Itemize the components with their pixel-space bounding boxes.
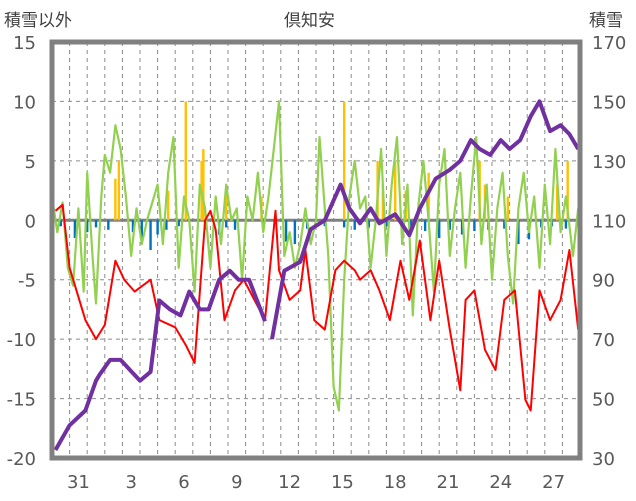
sunshine-bar [140, 220, 143, 242]
y-tick-label: 0 [25, 211, 36, 232]
y-tick-label: -15 [7, 390, 36, 411]
precip-bar [427, 172, 430, 221]
sunshine-bar [409, 220, 413, 229]
y-tick-label: 10 [13, 92, 36, 113]
precip-bar [566, 160, 569, 221]
precip-bar [202, 148, 205, 221]
y2-tick-label: 170 [592, 33, 626, 54]
x-tick-label: 18 [384, 472, 407, 493]
x-tick-label: 9 [231, 472, 242, 493]
sunshine-bar [460, 220, 464, 235]
x-tick-label: 21 [437, 472, 460, 493]
y2-tick-label: 70 [592, 330, 615, 351]
y2-tick-label: 30 [592, 449, 615, 470]
y2-tick-label: 110 [592, 211, 626, 232]
x-tick-label: 15 [331, 472, 354, 493]
x-tick-label: 27 [542, 472, 565, 493]
sunshine-bar [177, 220, 180, 227]
y2-tick-label: 50 [592, 390, 615, 411]
sunshine-bar [149, 220, 152, 250]
x-tick-label: 24 [489, 472, 512, 493]
left-axis-title: 積雪以外 [4, 11, 72, 31]
sunshine-bar [107, 220, 110, 230]
y-tick-label: -5 [18, 271, 36, 292]
sunshine-bar [233, 220, 237, 230]
precip-bar [225, 184, 228, 221]
sunshine-bar [59, 220, 62, 227]
x-tick-label: 3 [125, 472, 136, 493]
sunshine-bar [423, 220, 427, 231]
sunshine-bar [473, 220, 476, 231]
sunshine-bar [165, 220, 168, 230]
precip-bar [506, 196, 510, 221]
y2-tick-label: 150 [592, 92, 626, 113]
y-tick-label: -10 [7, 330, 36, 351]
x-tick-label: 12 [278, 472, 301, 493]
x-tick-label: 31 [67, 472, 90, 493]
temperature-line [54, 203, 580, 412]
sunshine-bar [353, 220, 356, 230]
precip-bar [394, 160, 397, 221]
right-axis-title: 積雪 [589, 11, 623, 31]
snow_depth-line [53, 99, 580, 451]
precip-bar [117, 160, 121, 221]
precip-bar [342, 101, 346, 221]
sunshine-bar [156, 220, 159, 235]
y2-tick-label: 130 [592, 152, 626, 173]
wind-line [50, 100, 580, 412]
precip-bar [166, 190, 170, 221]
sunshine-bar [131, 220, 135, 233]
y-tick-label: 15 [13, 33, 36, 54]
sunshine-bar [73, 220, 77, 239]
sunshine-bar [342, 220, 346, 228]
precip-bar [555, 184, 559, 221]
y2-tick-label: 90 [592, 271, 615, 292]
y-tick-label: -20 [7, 449, 36, 470]
sunshine-bar [503, 220, 506, 229]
sunshine-bar [448, 220, 451, 230]
precip-bar [184, 101, 187, 221]
sunshine-bar [293, 220, 297, 245]
sunshine-bar [284, 220, 288, 242]
sunshine-bar [517, 220, 520, 245]
sunshine-bar [564, 220, 568, 229]
chart-title: 倶知安 [284, 11, 335, 31]
x-tick-label: 6 [178, 472, 189, 493]
sunshine-bar [225, 220, 228, 228]
sunshine-bar [86, 220, 89, 233]
y-tick-label: 5 [25, 152, 36, 173]
precip-bar [114, 178, 117, 221]
plot-border [49, 39, 583, 461]
sunshine-bar [385, 220, 388, 227]
sunshine-bar [367, 220, 370, 228]
sunshine-bar [438, 220, 441, 239]
sunshine-bar [94, 220, 98, 228]
